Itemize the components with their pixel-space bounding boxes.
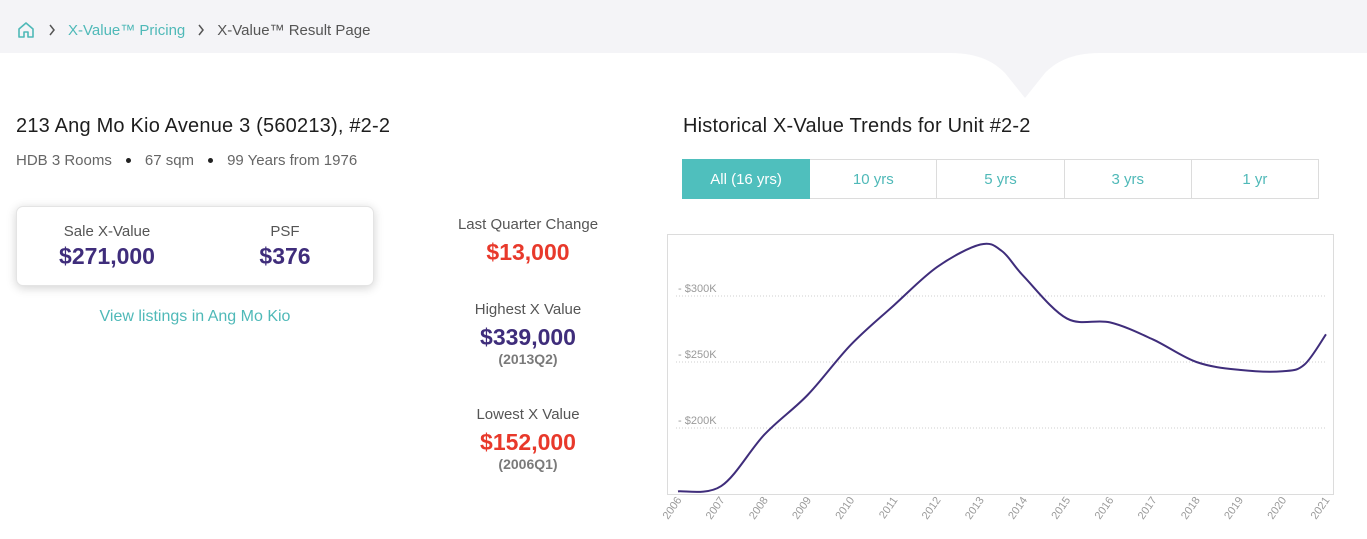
property-meta: HDB 3 Rooms 67 sqm 99 Years from 1976 bbox=[16, 152, 357, 169]
tab-5-yrs[interactable]: 5 yrs bbox=[937, 159, 1065, 199]
x-tick-label: 2010 bbox=[833, 495, 857, 522]
x-tick-label: 2018 bbox=[1179, 495, 1203, 522]
last-quarter-stat: Last Quarter Change $13,000 bbox=[428, 216, 628, 266]
tab-10-yrs[interactable]: 10 yrs bbox=[810, 159, 938, 199]
x-tick-label: 2020 bbox=[1265, 495, 1289, 522]
x-tick-label: 2008 bbox=[747, 495, 771, 522]
x-tick-label: 2014 bbox=[1006, 495, 1030, 522]
x-tick-label: 2011 bbox=[877, 495, 900, 521]
property-type: HDB 3 Rooms bbox=[16, 152, 112, 169]
property-tenure: 99 Years from 1976 bbox=[227, 152, 358, 169]
chevron-right-icon bbox=[48, 24, 56, 36]
lowest-period: (2006Q1) bbox=[498, 456, 558, 472]
separator-dot bbox=[208, 158, 214, 163]
x-tick-label: 2019 bbox=[1222, 495, 1246, 522]
breadcrumb: X-Value™ Pricing X-Value™ Result Page bbox=[16, 18, 370, 42]
psf-label: PSF bbox=[270, 223, 300, 240]
x-tick-label: 2015 bbox=[1049, 495, 1073, 522]
tab-1-yr[interactable]: 1 yr bbox=[1191, 159, 1320, 199]
x-tick-label: 2021 bbox=[1309, 495, 1333, 522]
breadcrumb-item-current: X-Value™ Result Page bbox=[217, 21, 371, 39]
property-size: 67 sqm bbox=[144, 152, 195, 169]
last-quarter-value: $13,000 bbox=[486, 239, 570, 265]
x-tick-label: 2012 bbox=[920, 495, 944, 522]
notch-shape bbox=[950, 53, 1100, 98]
x-tick-label: 2013 bbox=[963, 495, 987, 522]
range-tabs: All (16 yrs) 10 yrs 5 yrs 3 yrs 1 yr bbox=[682, 159, 1320, 199]
x-tick-label: 2009 bbox=[790, 495, 814, 522]
x-tick-label: 2007 bbox=[704, 495, 728, 522]
property-address: 213 Ang Mo Kio Avenue 3 (560213), #2-2 bbox=[16, 115, 391, 137]
x-tick-label: 2016 bbox=[1093, 495, 1117, 522]
top-bar bbox=[0, 0, 1367, 53]
last-quarter-label: Last Quarter Change bbox=[457, 216, 599, 233]
breadcrumb-item-pricing[interactable]: X-Value™ Pricing bbox=[68, 21, 186, 39]
lowest-value: $152,000 bbox=[480, 429, 576, 455]
psf-block: PSF $376 bbox=[215, 223, 355, 270]
sale-value: $271,000 bbox=[59, 243, 155, 269]
value-card: Sale X-Value $271,000 PSF $376 bbox=[16, 206, 374, 286]
view-listings-link[interactable]: View listings in Ang Mo Kio bbox=[99, 308, 291, 325]
highest-period: (2013Q2) bbox=[498, 351, 558, 367]
highest-stat: Highest X Value $339,000 (2013Q2) bbox=[428, 301, 628, 367]
x-tick-label: 2017 bbox=[1136, 495, 1160, 522]
sale-value-block: Sale X-Value $271,000 bbox=[37, 223, 177, 270]
chart-frame bbox=[667, 234, 1334, 495]
tab-all[interactable]: All (16 yrs) bbox=[682, 159, 811, 199]
x-tick-label: 2006 bbox=[661, 495, 685, 522]
lowest-label: Lowest X Value bbox=[476, 406, 580, 423]
chart-title: Historical X-Value Trends for Unit #2-2 bbox=[683, 115, 1031, 137]
lowest-stat: Lowest X Value $152,000 (2006Q1) bbox=[428, 406, 628, 472]
highest-label: Highest X Value bbox=[474, 301, 582, 318]
psf-value: $376 bbox=[259, 243, 311, 269]
sale-value-label: Sale X-Value bbox=[63, 223, 151, 240]
home-icon[interactable] bbox=[16, 20, 36, 40]
tab-3-yrs[interactable]: 3 yrs bbox=[1064, 159, 1192, 199]
separator-dot bbox=[125, 158, 131, 163]
highest-value: $339,000 bbox=[480, 324, 576, 350]
chevron-right-icon bbox=[197, 24, 205, 36]
